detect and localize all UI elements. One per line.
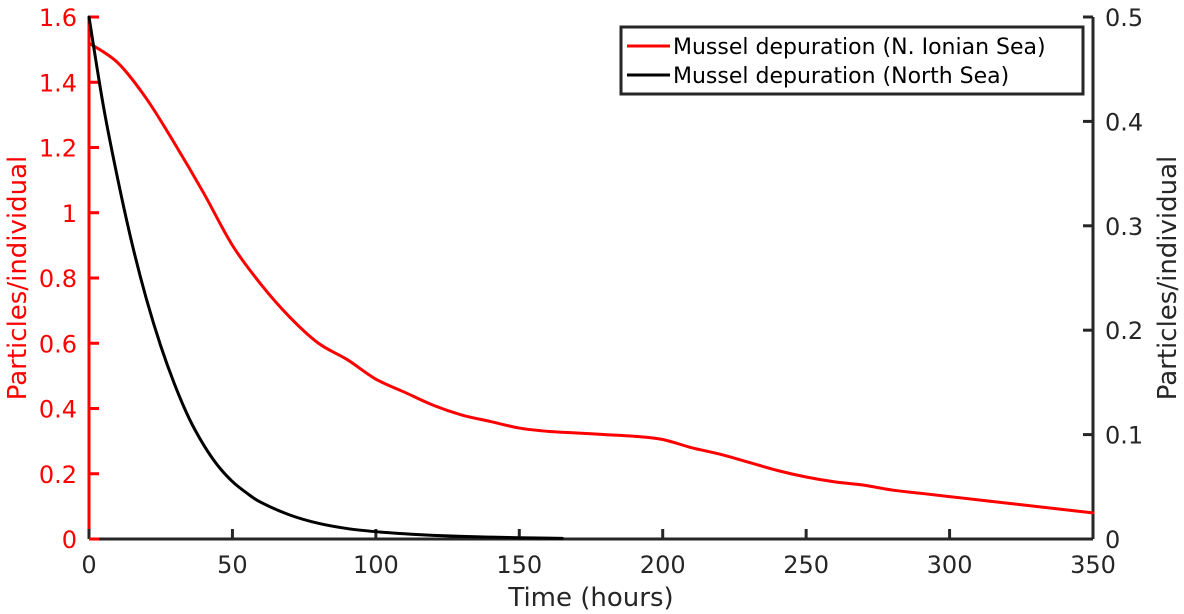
legend-label-ionian: Mussel depuration (N. Ionian Sea) [673,35,1046,60]
left-tick-label: 1.4 [39,69,77,97]
x-tick-label: 0 [81,551,96,579]
right-tick-label: 0.1 [1105,422,1143,450]
left-axis-ticks: 0 0.2 0.4 0.6 0.8 1 1.2 1.4 1.6 [39,4,99,554]
x-tick-label: 300 [927,551,973,579]
right-tick-label: 0.5 [1105,4,1143,32]
left-tick-label: 0.2 [39,461,77,489]
left-axis-label: Particles/individual [3,156,33,401]
right-tick-label: 0.4 [1105,108,1143,136]
legend-box [619,25,1085,96]
right-axis-label: Particles/individual [1153,156,1183,401]
x-tick-label: 350 [1070,551,1116,579]
right-tick-label: 0.2 [1105,317,1143,345]
legend-label-north-sea: Mussel depuration (North Sea) [673,64,1009,89]
left-tick-label: 0.4 [39,396,77,424]
left-tick-label: 1 [62,200,77,228]
left-tick-label: 1.2 [39,135,77,163]
x-tick-label: 100 [353,551,399,579]
x-tick-label: 150 [496,551,542,579]
right-axis-ticks: 0 0.1 0.2 0.3 0.4 0.5 [1083,4,1143,554]
x-axis-label: Time (hours) [507,583,673,613]
x-tick-label: 250 [783,551,829,579]
left-tick-label: 0.6 [39,330,77,358]
series-line-ionian [87,41,1095,515]
series-line-north-sea [87,15,564,540]
left-tick-label: 0 [62,526,77,554]
x-axis-ticks: 0 50 100 150 200 250 300 350 [81,529,1116,579]
right-tick-label: 0.3 [1105,213,1143,241]
series-lines [87,15,1095,540]
x-tick-label: 50 [217,551,248,579]
left-tick-label: 1.6 [39,4,77,32]
x-tick-label: 200 [640,551,686,579]
left-tick-label: 0.8 [39,265,77,293]
legend: Mussel depuration (N. Ionian Sea) Mussel… [619,25,1085,96]
right-tick-label: 0 [1105,526,1120,554]
